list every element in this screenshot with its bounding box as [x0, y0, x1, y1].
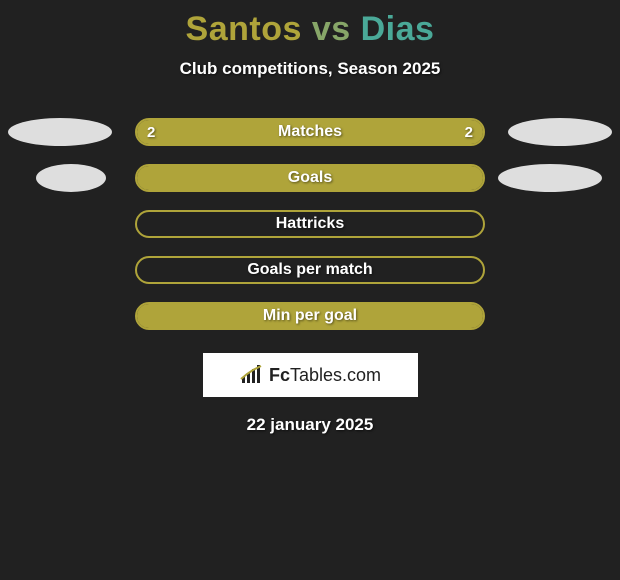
stat-bar: Min per goal: [135, 302, 485, 330]
source-logo: FcTables.com: [203, 353, 418, 397]
stat-value-right: 2: [465, 120, 473, 144]
marker-right: [498, 164, 602, 192]
title-player-right: Dias: [361, 10, 435, 48]
stat-bar: Goals: [135, 164, 485, 192]
stat-row: Goals: [0, 155, 620, 201]
stat-row: 22Matches: [0, 109, 620, 155]
stat-value-left: 2: [147, 120, 155, 144]
bar-fill-right: [310, 304, 483, 328]
stat-bar: Hattricks: [135, 210, 485, 238]
stat-row: Hattricks: [0, 201, 620, 247]
stat-bar: Goals per match: [135, 256, 485, 284]
stat-bar: 22Matches: [135, 118, 485, 146]
subtitle: Club competitions, Season 2025: [0, 59, 620, 79]
title-vs: vs: [302, 10, 361, 48]
bar-fill-right: [310, 166, 483, 190]
marker-right: [508, 118, 612, 146]
stat-row: Min per goal: [0, 293, 620, 339]
stat-row: Goals per match: [0, 247, 620, 293]
date-label: 22 january 2025: [0, 415, 620, 435]
marker-left: [8, 118, 112, 146]
title-player-left: Santos: [186, 10, 302, 48]
stat-label: Hattricks: [137, 212, 483, 236]
bar-fill-right: [310, 120, 483, 144]
page-title: Santos vs Dias: [0, 0, 620, 49]
chart-icon: [239, 365, 265, 385]
stat-label: Goals per match: [137, 258, 483, 282]
bar-fill-left: [137, 166, 310, 190]
stats-rows: 22MatchesGoalsHattricksGoals per matchMi…: [0, 109, 620, 339]
marker-left: [36, 164, 106, 192]
logo-text: FcTables.com: [269, 365, 381, 386]
bar-fill-left: [137, 120, 310, 144]
bar-fill-left: [137, 304, 310, 328]
